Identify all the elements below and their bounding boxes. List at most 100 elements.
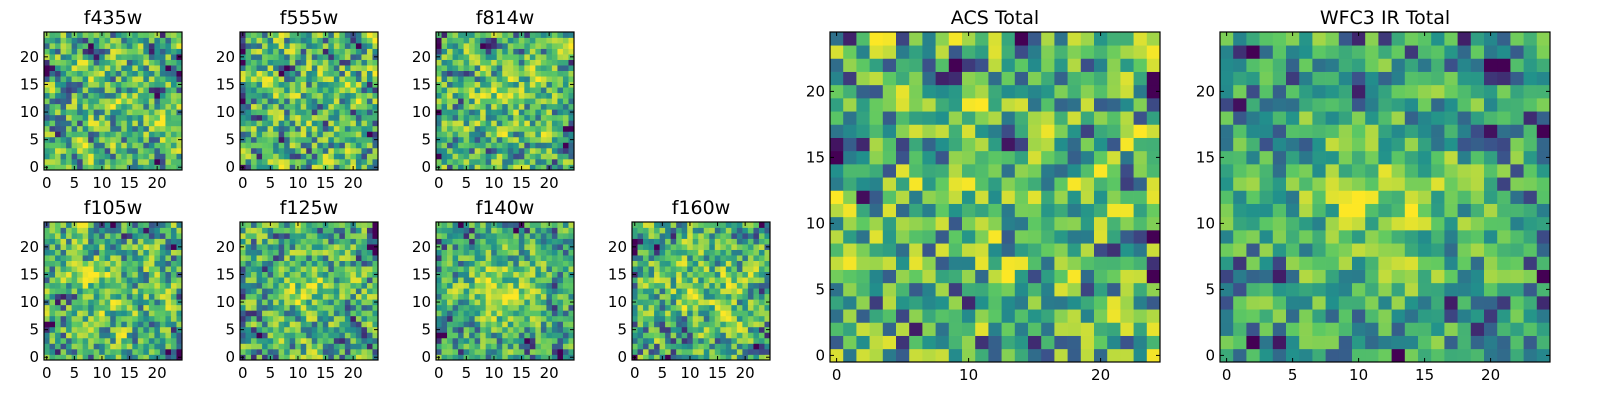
heatmap-cell — [317, 227, 324, 234]
heatmap-cell — [568, 147, 575, 154]
heatmap-cell — [535, 131, 542, 138]
heatmap-cell — [350, 304, 357, 311]
heatmap-cell — [480, 288, 487, 295]
heatmap-cell — [49, 337, 56, 344]
heatmap-cell — [513, 76, 520, 83]
heatmap-cell — [165, 332, 172, 339]
heatmap-cell — [339, 125, 346, 132]
heatmap-cell — [66, 87, 72, 94]
heatmap-cell — [366, 277, 373, 284]
heatmap-cell — [99, 326, 106, 333]
heatmap-cell — [311, 142, 318, 149]
heatmap-cell — [562, 260, 569, 267]
heatmap-cell — [240, 43, 246, 49]
heatmap-cell — [458, 43, 464, 49]
heatmap-cell — [165, 321, 172, 328]
heatmap-cell — [659, 244, 666, 250]
heatmap-cell — [551, 109, 558, 116]
heatmap-cell — [333, 222, 340, 228]
heatmap-cell — [1067, 296, 1082, 310]
heatmap-cell — [159, 120, 166, 127]
heatmap-cell — [747, 277, 754, 284]
heatmap-cell — [502, 332, 509, 339]
heatmap-cell — [458, 142, 464, 149]
heatmap-cell — [458, 164, 464, 171]
heatmap-cell — [273, 142, 279, 149]
heatmap-cell — [496, 43, 503, 49]
heatmap-cell — [300, 238, 307, 245]
heatmap-cell — [115, 277, 122, 284]
heatmap-cell — [278, 299, 285, 306]
heatmap-cell — [714, 332, 721, 339]
heatmap-cell — [1067, 190, 1082, 204]
heatmap-cell — [121, 332, 128, 339]
heatmap-cell — [295, 282, 302, 289]
heatmap-cell — [306, 43, 313, 49]
heatmap-cell — [148, 321, 155, 328]
heatmap-cell — [524, 354, 531, 361]
heatmap-cell — [535, 103, 542, 110]
heatmap-cell — [66, 120, 72, 127]
heatmap-cell — [77, 164, 83, 171]
heatmap-cell — [507, 249, 514, 256]
heatmap-cell — [245, 277, 252, 284]
heatmap-cell — [518, 332, 525, 339]
heatmap-cell — [71, 125, 78, 132]
heatmap-cell — [143, 315, 150, 322]
heatmap-cell — [507, 147, 514, 154]
heatmap-cell — [535, 142, 542, 149]
heatmap-cell — [502, 65, 509, 71]
heatmap-cell — [99, 147, 106, 154]
y-tick-label: 20 — [412, 48, 431, 66]
heatmap-cell — [350, 255, 357, 261]
heatmap-cell — [245, 233, 252, 239]
heatmap-cell — [502, 92, 509, 99]
heatmap-cell — [540, 109, 547, 116]
heatmap-cell — [692, 260, 699, 267]
heatmap-cell — [758, 222, 765, 228]
heatmap-cell — [469, 164, 475, 171]
heatmap-cell — [843, 322, 857, 336]
heatmap-cell — [562, 81, 569, 88]
heatmap-cell — [55, 142, 61, 149]
heatmap-cell — [99, 233, 106, 239]
heatmap-cell — [55, 76, 61, 83]
heatmap-cell — [1014, 177, 1029, 191]
heatmap-cell — [562, 271, 569, 278]
heatmap-cell — [295, 244, 302, 250]
y-tick-label: 20 — [20, 48, 39, 66]
heatmap-cell — [121, 282, 128, 289]
heatmap-cell — [513, 120, 520, 127]
heatmap-cell — [643, 277, 649, 284]
heatmap-cell — [1133, 322, 1148, 336]
heatmap-cell — [240, 158, 246, 165]
heatmap-cell — [474, 288, 481, 295]
heatmap-cell — [736, 293, 743, 300]
heatmap-cell — [659, 282, 666, 289]
heatmap-cell — [66, 304, 72, 311]
heatmap-cell — [251, 233, 257, 239]
heatmap-cell — [66, 227, 72, 234]
heatmap-cell — [170, 109, 177, 116]
heatmap-cell — [562, 337, 569, 344]
heatmap-cell — [452, 266, 459, 273]
heatmap-cell — [256, 87, 263, 94]
heatmap-cell — [452, 87, 459, 94]
heatmap-cell — [77, 136, 83, 143]
heatmap-cell — [659, 260, 666, 267]
heatmap-cell — [49, 120, 56, 127]
heatmap-cell — [165, 114, 172, 121]
heatmap-cell — [148, 299, 155, 306]
heatmap-cell — [77, 233, 83, 239]
heatmap-cell — [447, 70, 453, 77]
heatmap-cell — [322, 299, 329, 306]
heatmap-cell — [262, 98, 268, 105]
heatmap-cell — [562, 70, 569, 77]
heatmap-cell — [469, 120, 475, 127]
heatmap-cell — [975, 190, 989, 204]
heatmap-cell — [546, 65, 553, 71]
heatmap-cell — [1107, 216, 1121, 231]
heatmap-cell — [251, 153, 257, 160]
heatmap-cell — [485, 70, 492, 77]
heatmap-cell — [562, 238, 569, 245]
